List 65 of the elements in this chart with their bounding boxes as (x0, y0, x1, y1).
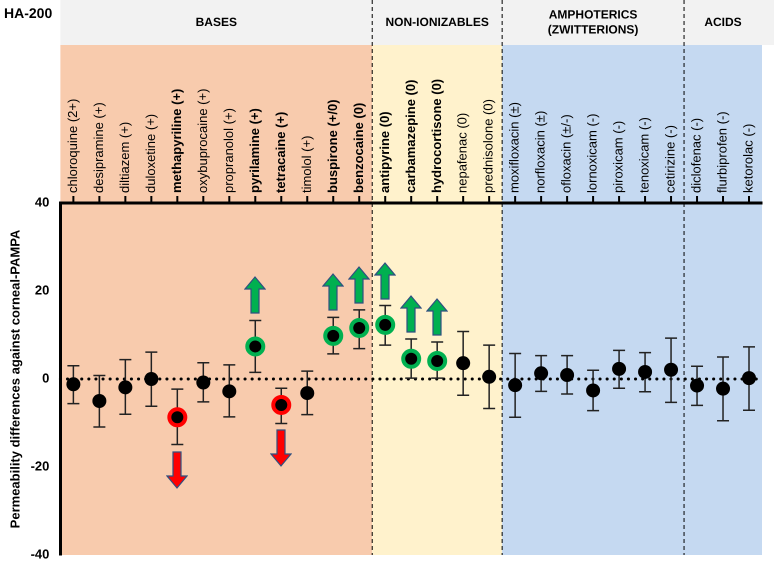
x-tick-label: ketorolac (-) (740, 124, 756, 193)
point (245, 336, 266, 356)
x-tick-label: methapyriline (+) (168, 88, 184, 193)
point (271, 394, 292, 415)
point (427, 350, 448, 371)
point (300, 386, 314, 400)
x-tick-label: diltiazem (+) (116, 122, 132, 193)
point (716, 382, 730, 396)
point (638, 364, 652, 379)
x-tick-label: diclofenac (-) (688, 118, 704, 193)
point (118, 380, 132, 394)
x-tick-label: oxybuprocaine (+) (194, 88, 210, 193)
x-tick-label: benzocaine (0) (350, 102, 366, 193)
band-label: AMPHOTERICS (ZWITTERIONS) (548, 7, 638, 36)
point (456, 356, 470, 370)
x-tick-label: prednisolone (0) (480, 99, 496, 193)
band-label: NON-IONIZABLES (386, 14, 489, 29)
point (92, 394, 106, 408)
band-label: BASES (196, 14, 237, 29)
point (375, 314, 396, 335)
x-tick-label: chloroquine (2+) (64, 98, 80, 193)
x-tick-label: flurbiprofen (-) (714, 111, 730, 193)
point (586, 383, 600, 398)
x-tick-label: nepafenac (0) (454, 112, 470, 193)
x-tick-label: antipyrine (0) (376, 111, 392, 193)
band-label: ACIDS (704, 14, 742, 29)
y-tick-label: 40 (34, 194, 50, 210)
x-tick-label: buspirone (+/0) (324, 99, 340, 193)
point (401, 348, 422, 369)
point (167, 407, 188, 428)
point (482, 370, 496, 384)
x-tick-label: lornoxicam (-) (584, 114, 600, 193)
x-tick-label: pyrilamine (+) (246, 108, 262, 193)
point (66, 377, 80, 392)
x-tick-label: timolol (+) (298, 136, 314, 193)
point (612, 362, 626, 376)
point (690, 378, 704, 393)
x-tick-label: moxifloxacin (±) (506, 102, 522, 193)
x-tick-label: hydrocortisone (0) (428, 78, 444, 193)
x-tick-label: piroxicam (-) (610, 120, 626, 193)
y-axis-title: Permeability differences against corneal-PAMPA (7, 229, 22, 528)
y-tick-label: -40 (30, 546, 50, 562)
y-tick-label: 0 (42, 370, 50, 386)
point (196, 376, 210, 390)
x-tick-label: norfloxacin (±) (532, 110, 548, 193)
point (144, 372, 158, 386)
point (222, 384, 236, 398)
x-tick-label: tetracaine (+) (272, 112, 288, 193)
chart-title: HA-200 (4, 4, 52, 21)
y-tick-label: 20 (34, 282, 50, 298)
x-tick-label: propranolol (+) (220, 108, 236, 193)
point (664, 362, 678, 377)
x-tick-label: duloxetine (+) (142, 114, 158, 193)
point (349, 318, 370, 338)
x-tick-label: desipramine (+) (90, 102, 106, 193)
x-tick-label: ofloxacin (±/-) (558, 114, 574, 193)
point (742, 371, 756, 386)
point (560, 368, 574, 382)
point (323, 326, 344, 346)
x-tick-label: cetirizine (-) (662, 125, 678, 193)
point (534, 366, 548, 380)
y-tick-label: -20 (30, 458, 50, 474)
x-tick-label: carbamazepine (0) (402, 80, 418, 193)
x-tick-label: tenoxicam (-) (636, 117, 652, 193)
point (508, 378, 522, 392)
